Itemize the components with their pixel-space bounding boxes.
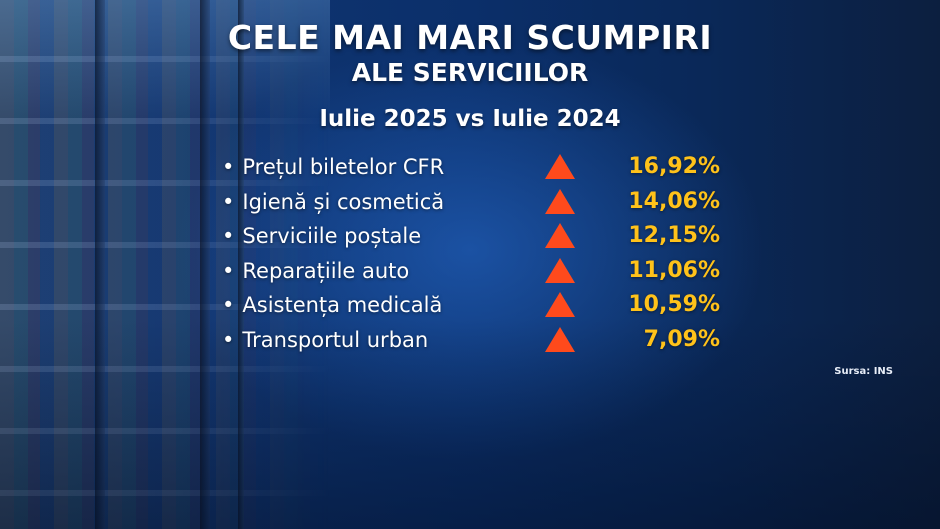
item-label: Asistența medicală	[242, 293, 443, 317]
shelf-pillar	[200, 0, 210, 529]
bullet-icon: •	[222, 327, 235, 352]
bullet-icon: •	[222, 293, 235, 317]
list-item: • Asistența medicală 10,59%	[222, 288, 742, 323]
up-triangle-icon	[545, 292, 575, 317]
item-label: Transportul urban	[242, 327, 429, 352]
light-glow	[0, 0, 330, 120]
list-item: • Prețul biletelor CFR 16,92%	[222, 150, 742, 185]
shelf-pillar	[238, 0, 244, 529]
bullet-icon: •	[222, 258, 235, 283]
up-triangle-icon	[545, 188, 575, 214]
item-percent: 12,15%	[628, 223, 720, 248]
subheadline: ALE SERVICIILOR	[351, 58, 589, 87]
headline: CELE MAI MARI SCUMPIRI	[227, 18, 713, 57]
item-percent: 16,92%	[628, 154, 720, 179]
item-label: Prețul biletelor CFR	[242, 155, 445, 179]
up-triangle-icon	[545, 326, 575, 352]
bullet-icon: •	[222, 224, 235, 248]
up-triangle-icon	[545, 154, 575, 179]
item-percent: 11,06%	[628, 257, 720, 283]
price-increase-list: • Prețul biletelor CFR 16,92% • Igienă și …	[222, 150, 742, 357]
item-percent: 10,59%	[628, 292, 720, 317]
up-triangle-icon	[545, 257, 575, 283]
item-label: Serviciile poștale	[242, 224, 422, 248]
item-percent: 14,06%	[628, 188, 720, 214]
item-label: Reparațiile auto	[242, 258, 410, 283]
list-item: • Transportul urban 7,09%	[222, 323, 742, 358]
comparison-period: Iulie 2025 vs Iulie 2024	[319, 106, 621, 132]
list-item: • Reparațiile auto 11,06%	[222, 254, 742, 289]
item-percent: 7,09%	[643, 326, 720, 352]
shelf-pillar	[95, 0, 105, 529]
item-label: Igienă și cosmetică	[242, 189, 445, 214]
up-triangle-icon	[545, 223, 575, 248]
bullet-icon: •	[222, 155, 235, 179]
source-credit: Sursa: INS	[834, 366, 893, 377]
bullet-icon: •	[222, 189, 235, 214]
list-item: • Serviciile poștale 12,15%	[222, 219, 742, 254]
list-item: • Igienă și cosmetică 14,06%	[222, 185, 742, 220]
store-shelves-image	[0, 0, 330, 529]
